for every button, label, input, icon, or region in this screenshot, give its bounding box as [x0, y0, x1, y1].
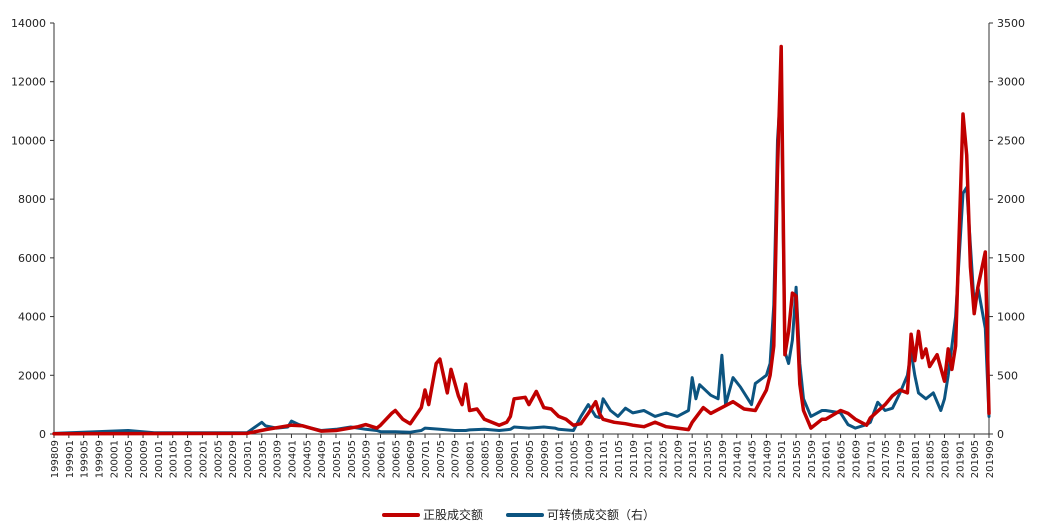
x-tick-label: 201601 [822, 440, 833, 478]
x-tick-label: 199809 [50, 440, 61, 478]
x-tick-label: 201505 [792, 440, 803, 478]
x-tick-label: 200805 [480, 440, 491, 478]
x-tick-label: 201609 [851, 440, 862, 478]
right-y-tick-label: 3500 [997, 17, 1025, 30]
x-tick-label: 200009 [139, 440, 150, 478]
legend-label-cb-turnover: 可转债成交额（右） [547, 507, 655, 522]
x-tick-label: 201905 [970, 440, 981, 478]
x-tick-label: 201405 [748, 440, 759, 478]
x-tick-label: 201701 [866, 440, 877, 478]
x-tick-label: 200401 [287, 440, 298, 478]
x-tick-label: 201109 [629, 440, 640, 478]
x-tick-label: 200601 [377, 440, 388, 478]
x-tick-label: 200905 [525, 440, 536, 478]
x-tick-label: 201409 [762, 440, 773, 478]
x-tick-label: 201501 [777, 440, 788, 478]
x-tick-label: 201901 [955, 440, 966, 478]
x-tick-label: 201005 [569, 440, 580, 478]
x-tick-label: 200701 [421, 440, 432, 478]
x-axis-ticks: 199809 199901 199905 199909 200001 200005 2000… [50, 434, 996, 478]
x-tick-label: 200605 [391, 440, 402, 478]
x-tick-label: 200501 [332, 440, 343, 478]
x-tick-label: 200609 [406, 440, 417, 478]
x-tick-label: 200809 [495, 440, 506, 478]
left-y-tick-label: 0 [39, 428, 46, 441]
x-tick-label: 200001 [109, 440, 120, 478]
series-lines [52, 44, 991, 436]
x-tick-label: 201001 [555, 440, 566, 478]
x-tick-label: 200405 [302, 440, 313, 478]
x-tick-label: 201401 [733, 440, 744, 478]
left-y-tick-label: 14000 [11, 17, 46, 30]
left-y-tick-label: 10000 [11, 134, 46, 147]
axes [53, 23, 990, 435]
x-tick-label: 201101 [599, 440, 610, 478]
right-y-tick-label: 3000 [997, 76, 1025, 89]
x-tick-label: 200305 [258, 440, 269, 478]
x-tick-label: 201009 [584, 440, 595, 478]
x-tick-label: 200505 [347, 440, 358, 478]
x-tick-label: 201105 [614, 440, 625, 478]
x-tick-label: 200105 [169, 440, 180, 478]
right-y-tick-label: 0 [997, 428, 1004, 441]
x-tick-label: 201305 [703, 440, 714, 478]
x-tick-label: 201705 [881, 440, 892, 478]
x-tick-label: 200201 [198, 440, 209, 478]
x-tick-label: 201605 [837, 440, 848, 478]
x-tick-label: 201809 [940, 440, 951, 478]
right-y-tick-label: 2500 [997, 134, 1025, 147]
right-y-tick-label: 1000 [997, 311, 1025, 324]
left-y-tick-label: 12000 [11, 76, 46, 89]
x-tick-label: 200801 [466, 440, 477, 478]
x-tick-label: 200309 [273, 440, 284, 478]
legend: 正股成交额 可转债成交额（右） [382, 507, 655, 522]
x-tick-label: 200209 [228, 440, 239, 478]
series-line-cb-turnover [52, 80, 991, 435]
x-tick-label: 201301 [688, 440, 699, 478]
right-y-axis-ticks: 0 500 1000 1500 2000 2500 3000 3500 [989, 17, 1025, 441]
x-tick-label: 201309 [718, 440, 729, 478]
x-tick-label: 201709 [896, 440, 907, 478]
x-tick-label: 200709 [451, 440, 462, 478]
x-tick-label: 200205 [213, 440, 224, 478]
left-y-tick-label: 2000 [18, 369, 46, 382]
x-tick-label: 200509 [362, 440, 373, 478]
x-tick-label: 200005 [124, 440, 135, 478]
x-tick-label: 199901 [65, 440, 76, 478]
x-tick-label: 199905 [80, 440, 91, 478]
x-tick-label: 199909 [95, 440, 106, 478]
left-y-tick-label: 8000 [18, 193, 46, 206]
left-y-axis-ticks: 0 2000 4000 6000 8000 10000 12000 14000 [11, 17, 54, 441]
x-tick-label: 201201 [644, 440, 655, 478]
x-tick-label: 200705 [436, 440, 447, 478]
right-y-tick-label: 1500 [997, 252, 1025, 265]
x-tick-label: 200409 [317, 440, 328, 478]
series-line-stock-turnover [52, 44, 991, 436]
right-y-tick-label: 500 [997, 369, 1018, 382]
x-tick-label: 201805 [926, 440, 937, 478]
left-y-tick-label: 4000 [18, 311, 46, 324]
x-tick-label: 201209 [673, 440, 684, 478]
left-y-tick-label: 6000 [18, 252, 46, 265]
legend-label-stock-turnover: 正股成交额 [423, 507, 483, 522]
right-y-tick-label: 2000 [997, 193, 1025, 206]
x-tick-label: 200301 [243, 440, 254, 478]
x-tick-label: 200909 [540, 440, 551, 478]
x-tick-label: 200901 [510, 440, 521, 478]
x-tick-label: 201909 [985, 440, 996, 478]
x-tick-label: 200101 [154, 440, 165, 478]
x-tick-label: 201205 [658, 440, 669, 478]
x-tick-label: 200109 [184, 440, 195, 478]
x-tick-label: 201801 [911, 440, 922, 478]
x-tick-label: 201509 [807, 440, 818, 478]
